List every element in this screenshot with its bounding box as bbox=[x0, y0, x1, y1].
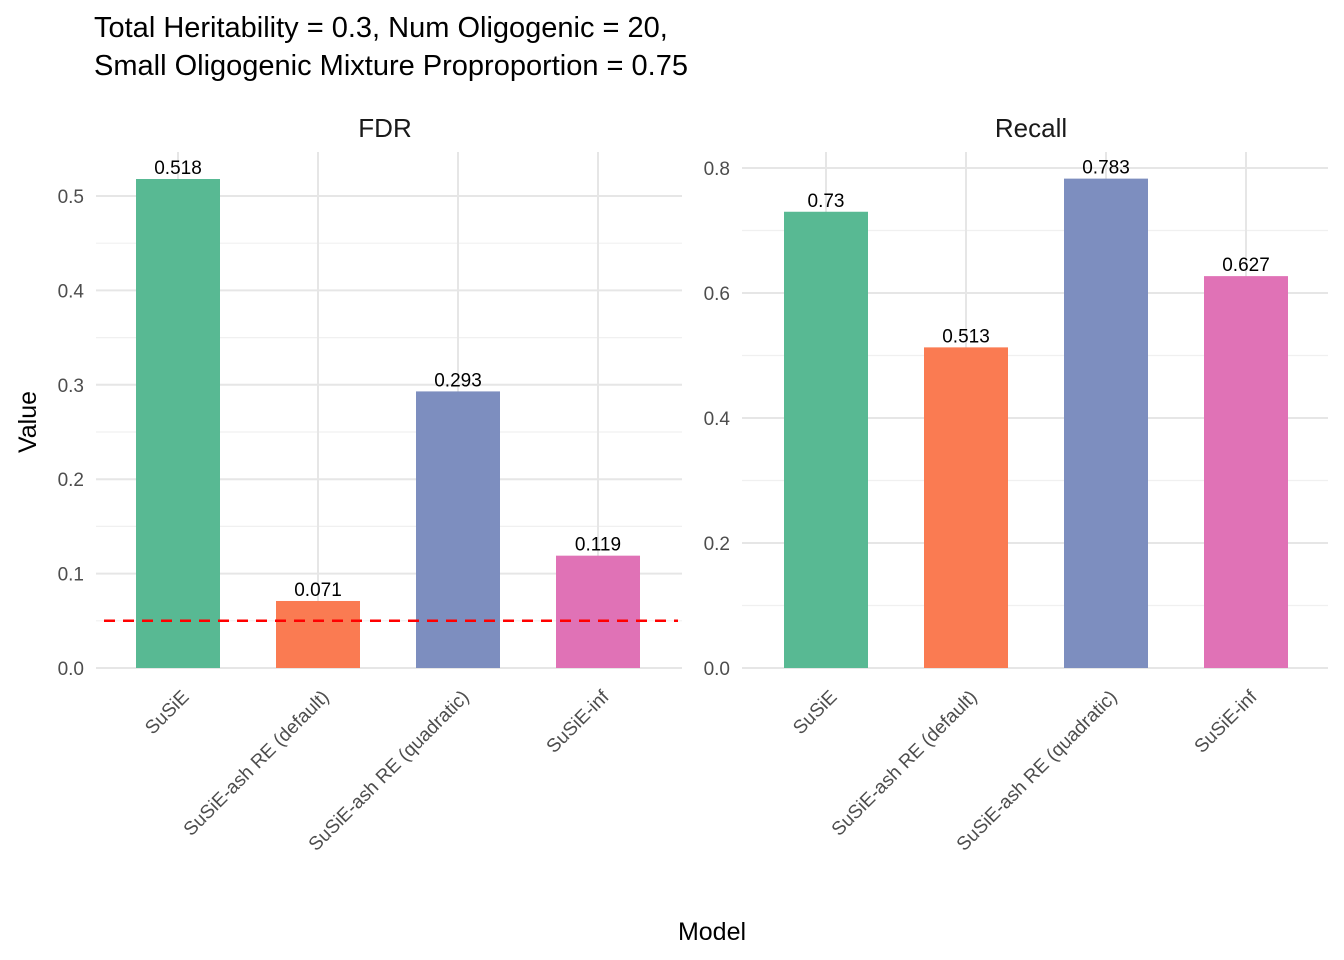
chart-title-line-2: Small Oligogenic Mixture Proproportion =… bbox=[94, 50, 688, 82]
x-tick-label: SuSiE-ash RE (default) bbox=[180, 687, 334, 841]
bar-value-label: 0.119 bbox=[575, 535, 621, 556]
bar-recall-1 bbox=[924, 347, 1008, 668]
y-tick-label: 0.0 bbox=[58, 659, 84, 680]
y-tick-label: 0.4 bbox=[58, 281, 85, 302]
facet-title-fdr: FDR bbox=[358, 113, 411, 143]
bar-value-label: 0.513 bbox=[942, 326, 990, 347]
x-tick-label: SuSiE bbox=[789, 687, 841, 739]
x-tick-label: SuSiE bbox=[141, 687, 193, 739]
panel-fdr: 0.0 0.1 0.2 0.3 0.4 0.5 0.518 0.071 0.293 0.119 FD… bbox=[58, 113, 682, 855]
y-tick-label: 0.6 bbox=[704, 284, 730, 305]
x-axis-title: Model bbox=[678, 918, 746, 946]
x-tick-label: SuSiE-inf bbox=[543, 686, 614, 757]
chart-title-line-1: Total Heritability = 0.3, Num Oligogenic… bbox=[94, 12, 668, 44]
bar-recall-2 bbox=[1064, 178, 1148, 668]
x-tick-label: SuSiE-ash RE (default) bbox=[828, 687, 982, 841]
y-axis-title: Value bbox=[14, 391, 42, 453]
bar-fdr-1 bbox=[276, 600, 360, 668]
facet-title-recall: Recall bbox=[995, 113, 1067, 143]
y-tick-label: 0.8 bbox=[704, 159, 730, 180]
bar-value-label: 0.071 bbox=[294, 580, 342, 601]
y-tick-label: 0.0 bbox=[704, 659, 730, 680]
bar-value-label: 0.293 bbox=[434, 370, 482, 391]
panel-recall: 0.0 0.2 0.4 0.6 0.8 0.73 0.513 0.783 0.627 Recall… bbox=[704, 113, 1328, 855]
bar-recall-0 bbox=[784, 211, 868, 668]
x-tick-label: SuSiE-inf bbox=[1191, 686, 1262, 757]
bar-recall-3 bbox=[1204, 276, 1288, 668]
y-tick-label: 0.5 bbox=[58, 187, 84, 208]
y-tick-label: 0.3 bbox=[58, 376, 84, 397]
bar-value-label: 0.627 bbox=[1222, 255, 1270, 276]
bar-fdr-2 bbox=[416, 391, 500, 668]
y-tick-label: 0.1 bbox=[58, 565, 84, 586]
y-tick-label: 0.2 bbox=[704, 534, 730, 555]
y-tick-label: 0.4 bbox=[704, 409, 731, 430]
x-tick-label: SuSiE-ash RE (quadratic) bbox=[305, 687, 474, 856]
bar-fdr-3 bbox=[556, 555, 640, 668]
bar-value-label: 0.783 bbox=[1082, 158, 1130, 179]
y-tick-label: 0.2 bbox=[58, 470, 84, 491]
x-tick-label: SuSiE-ash RE (quadratic) bbox=[953, 687, 1122, 856]
bar-value-label: 0.518 bbox=[154, 158, 202, 179]
bar-fdr-0 bbox=[136, 179, 220, 668]
bar-value-label: 0.73 bbox=[808, 191, 845, 212]
